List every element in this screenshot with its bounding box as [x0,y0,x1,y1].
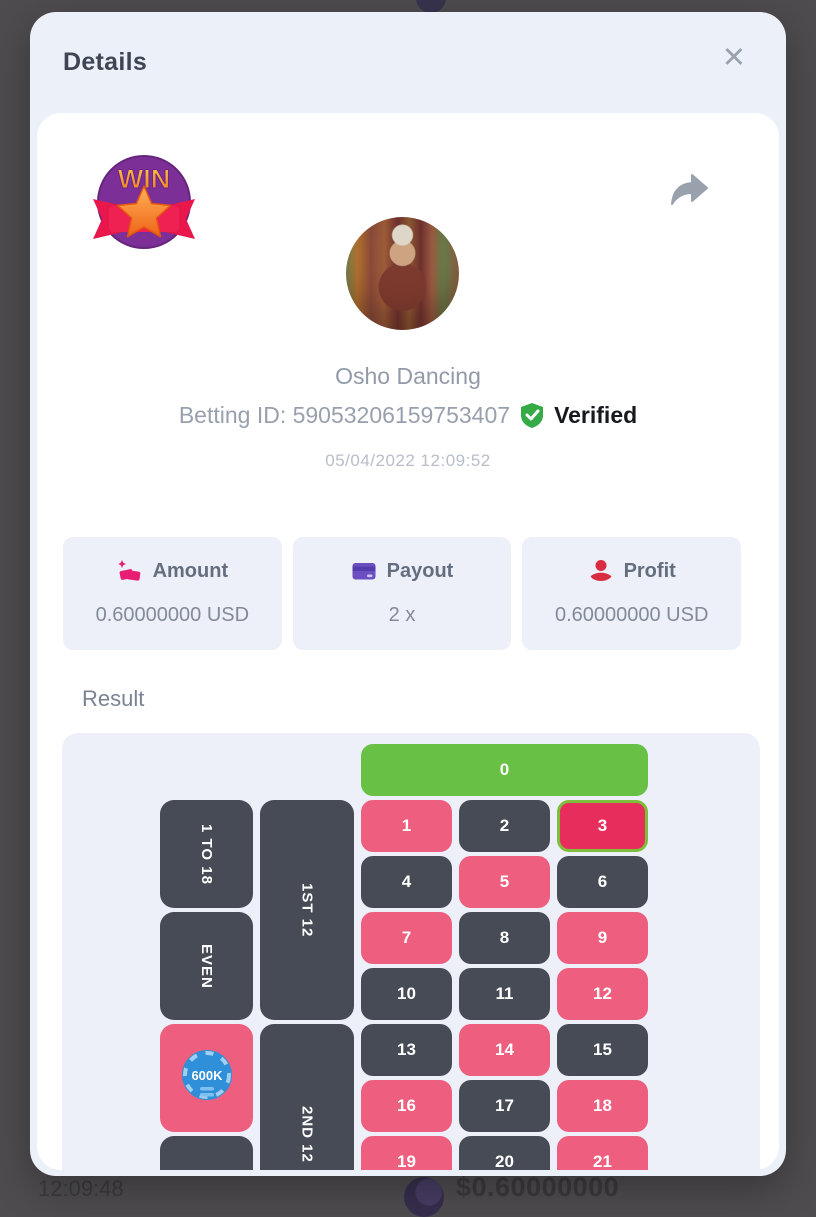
roulette-number-9: 9 [557,912,648,964]
username: Osho Dancing [335,363,481,389]
roulette-number-16: 16 [361,1080,452,1132]
roulette-2nd12-cell: 2ND 12 [260,1024,354,1170]
verified-label: Verified [554,401,638,428]
payout-card: Payout 2 x [292,537,512,650]
roulette-number-10: 10 [361,968,452,1020]
roulette-even-cell: EVEN [160,912,253,1020]
roulette-table: 0 1 TO 18 EVEN 600K [160,744,648,1170]
roulette-number-11: 11 [459,968,550,1020]
roulette-number-15: 15 [557,1024,648,1076]
roulette-number-7: 7 [361,912,452,964]
avatar [346,217,459,330]
bet-details-card: WIN Osho Dancing Betting ID: 59053206159… [37,113,779,1170]
stats-row: Amount 0.60000000 USD Payout 2 x [63,537,742,650]
roulette-number-2: 2 [459,800,550,852]
roulette-number-8: 8 [459,912,550,964]
share-icon[interactable] [670,173,708,207]
betting-id-row: Betting ID: 59053206159753407 Verified [37,401,779,429]
roulette-number-1: 1 [361,800,452,852]
roulette-number-21: 21 [557,1136,648,1170]
bet-chip-600k: 600K [181,1050,232,1100]
credit-card-icon [352,563,376,580]
roulette-number-20: 20 [459,1136,550,1170]
amount-card: Amount 0.60000000 USD [63,537,282,650]
stat-label: Payout [386,559,454,582]
roulette-number-4: 4 [361,856,452,908]
bet-datetime: 05/04/2022 12:09:52 [325,451,491,470]
roulette-number-18: 18 [557,1080,648,1132]
roulette-number-13: 13 [361,1024,452,1076]
roulette-red-bet-cell: 600K [160,1024,253,1132]
stat-value: 0.60000000 USD [95,604,250,626]
chip-label: 600K [191,1068,223,1083]
roulette-black-bet-cell [160,1136,253,1170]
background-coin-icon [416,0,446,13]
roulette-number-19: 19 [361,1136,452,1170]
betting-id: Betting ID: 59053206159753407 [178,401,511,428]
hand-coin-icon [590,560,612,581]
roulette-number-17: 17 [459,1080,550,1132]
modal-title: Details [63,48,148,76]
roulette-1st12-cell: 1ST 12 [260,800,354,1020]
stat-label: Amount [152,559,229,582]
money-bag-icon [117,560,140,581]
details-modal: Details ✕ WIN [30,12,786,1176]
roulette-number-3-winner: 3 [557,800,648,852]
roulette-number-12: 12 [557,968,648,1020]
close-icon[interactable]: ✕ [721,42,746,74]
roulette-number-5: 5 [459,856,550,908]
background-currency-icon [404,1177,444,1217]
verified-shield-icon [519,401,545,429]
roulette-number-14: 14 [459,1024,550,1076]
stat-value: 0.60000000 USD [554,604,709,626]
stat-value: 2 x [388,604,416,626]
background-bet-amount: $0.60000000 [456,1172,620,1202]
win-badge-icon: WIN [87,146,201,254]
roulette-number-6: 6 [557,856,648,908]
stat-label: Profit [623,559,676,582]
result-heading: Result [82,686,145,711]
roulette-zero-cell: 0 [361,744,648,796]
background-bet-time: 12:09:48 [38,1176,124,1201]
result-panel: 0 1 TO 18 EVEN 600K [62,733,760,1170]
roulette-1to18-cell: 1 TO 18 [160,800,253,908]
profit-card: Profit 0.60000000 USD [522,537,742,650]
